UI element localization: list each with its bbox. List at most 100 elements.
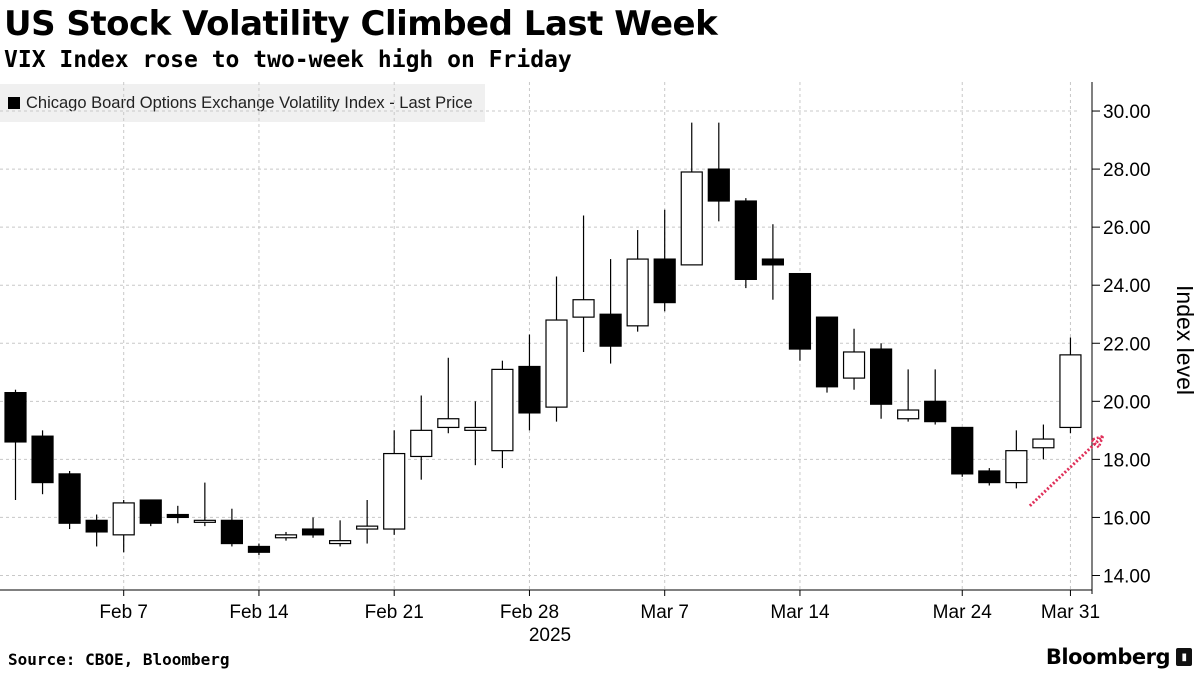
x-tick-label: Feb 21: [365, 602, 424, 623]
candle: [139, 499, 162, 527]
y-axis-label: Index level: [1172, 285, 1198, 395]
candle: [85, 514, 108, 547]
candle: [869, 343, 893, 419]
candle-body: [518, 365, 541, 414]
x-tick-label: Feb 14: [229, 602, 289, 623]
candle-body: [545, 319, 568, 408]
candle: [274, 531, 298, 541]
y-tick-label: 18.00: [1103, 450, 1151, 471]
candle: [897, 369, 920, 422]
candle: [464, 401, 487, 466]
candle-body: [301, 528, 325, 536]
candle-body: [329, 540, 352, 545]
candle-body: [193, 519, 216, 523]
y-tick-label: 22.00: [1103, 334, 1151, 355]
x-tick-label: Mar 31: [1041, 602, 1100, 623]
candle: [356, 500, 379, 544]
y-tick-label: 30.00: [1103, 102, 1151, 123]
candle: [410, 395, 433, 480]
candle-body: [734, 200, 757, 280]
candle: [220, 508, 243, 547]
legend-label: Chicago Board Options Exchange Volatilit…: [26, 93, 473, 112]
candle-body: [951, 426, 974, 475]
candle-body: [491, 368, 514, 452]
candle: [193, 482, 216, 527]
candle: [842, 328, 866, 390]
candle-body: [112, 502, 135, 536]
candle-body: [437, 418, 460, 429]
candle: [491, 360, 514, 469]
candle: [680, 122, 703, 266]
terminal-icon: ▮: [1176, 648, 1192, 666]
candle: [788, 272, 812, 361]
candle: [978, 468, 1001, 486]
candle: [4, 389, 27, 501]
y-tick-label: 16.00: [1103, 508, 1151, 529]
candle-body: [978, 470, 1001, 484]
candle-body: [869, 348, 893, 405]
candle: [112, 500, 135, 553]
candle-body: [58, 473, 81, 524]
x-tick-label: Mar 24: [933, 602, 993, 623]
candle-body: [4, 392, 27, 443]
candle: [1005, 430, 1028, 489]
candle: [626, 230, 649, 332]
brand-name: Bloomberg: [1045, 645, 1171, 669]
candle-body: [599, 313, 622, 347]
x-tick-label: Mar 14: [770, 602, 830, 623]
candle: [301, 517, 325, 538]
candle-body: [842, 351, 866, 379]
candle: [329, 520, 352, 547]
y-tick-label: 24.00: [1103, 276, 1151, 297]
x-tick-label: Mar 7: [640, 602, 689, 623]
candle-body: [1032, 438, 1055, 449]
legend-swatch-icon: [8, 97, 20, 109]
candle: [58, 470, 81, 530]
candle: [247, 543, 271, 556]
annotation-arrow-line: [1028, 435, 1104, 507]
y-tick-label: 26.00: [1103, 218, 1151, 239]
candle-body: [626, 258, 649, 327]
candle: [545, 276, 568, 422]
candle: [707, 122, 730, 222]
candle-body: [247, 545, 271, 553]
x-tick-label: Feb 7: [99, 602, 148, 623]
candle-body: [653, 258, 676, 304]
candle-body: [383, 452, 406, 530]
candle: [1032, 424, 1055, 460]
candle: [951, 426, 974, 477]
candle-body: [1059, 354, 1082, 429]
candle-body: [897, 409, 920, 420]
candle: [761, 224, 785, 300]
candle: [31, 430, 54, 495]
candle-body: [680, 171, 703, 266]
y-tick-label: 20.00: [1103, 392, 1151, 413]
candle-body: [274, 534, 298, 539]
candle-body: [220, 519, 243, 545]
candle-body: [139, 499, 162, 524]
chart-subtitle: VIX Index rose to two-week high on Frida…: [4, 47, 572, 73]
candle-body: [31, 435, 54, 484]
candle: [166, 505, 189, 524]
candle: [599, 259, 622, 364]
candle: [734, 198, 757, 289]
candle-body: [815, 316, 839, 388]
candle: [383, 430, 406, 535]
candle-body: [1005, 450, 1028, 484]
candle-body: [761, 258, 785, 266]
candle-body: [924, 400, 947, 423]
candle-body: [707, 168, 730, 202]
candle-body: [356, 525, 379, 530]
candle: [815, 316, 839, 393]
candle-body: [85, 519, 108, 533]
candle-body: [572, 299, 595, 318]
chart-title: US Stock Volatility Climbed Last Week: [4, 4, 718, 44]
candle: [653, 209, 676, 312]
candle: [924, 369, 947, 425]
source-note: Source: CBOE, Bloomberg: [8, 650, 230, 669]
y-tick-label: 14.00: [1103, 566, 1151, 587]
candle-body: [410, 429, 433, 458]
bloomberg-logo: Bloomberg ▮: [1046, 645, 1192, 669]
legend: Chicago Board Options Exchange Volatilit…: [0, 84, 485, 122]
